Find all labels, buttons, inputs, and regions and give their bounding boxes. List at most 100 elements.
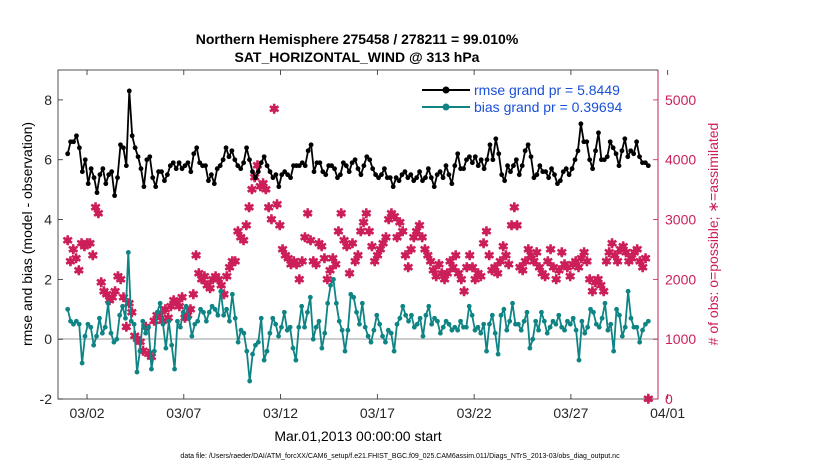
obs-possible-point xyxy=(390,213,398,220)
obs-assimilated-point: ✱ xyxy=(255,179,266,194)
rmse-point xyxy=(223,145,229,151)
obs-possible-point xyxy=(365,228,373,235)
obs-possible-point xyxy=(215,276,222,283)
rmse-point xyxy=(645,163,651,169)
rmse-point xyxy=(616,163,622,169)
bias-point xyxy=(539,309,544,315)
x-tick-label: 03/02 xyxy=(70,405,105,421)
obs-assimilated-point: ✱ xyxy=(210,269,221,284)
obs-assimilated-point: ✱ xyxy=(612,254,623,269)
obs-possible-point xyxy=(413,228,420,235)
bias-point xyxy=(645,318,651,324)
bias-point xyxy=(111,339,117,345)
obs-assimilated-point: ✱ xyxy=(375,242,386,257)
obs-possible-point xyxy=(603,258,610,265)
bias-point xyxy=(270,315,276,321)
obs-possible-point xyxy=(192,252,200,259)
legend: rmse grand pr = 5.8449 bias grand pr = 0… xyxy=(422,82,622,115)
obs-assimilated-point: ✱ xyxy=(308,254,319,269)
rmse-point xyxy=(164,172,170,178)
bias-point xyxy=(273,321,279,327)
obs-assimilated-point: ✱ xyxy=(76,236,87,251)
bias-point xyxy=(518,327,524,333)
bias-point xyxy=(374,312,380,318)
bias-point xyxy=(125,250,131,255)
obs-assimilated-point: ✱ xyxy=(392,230,403,245)
obs-assimilated-point: ✱ xyxy=(581,254,592,269)
obs-assimilated-point: ✱ xyxy=(562,260,573,275)
obs-assimilated-point: ✱ xyxy=(473,266,484,281)
obs-possible-point xyxy=(64,237,72,244)
bias-point xyxy=(76,321,82,327)
obs-assimilated-point: ✱ xyxy=(576,251,587,266)
bias-point xyxy=(313,324,319,330)
bias-point xyxy=(536,327,541,333)
obs-possible-point xyxy=(477,273,485,280)
bias-point xyxy=(189,333,195,339)
obs-possible-point xyxy=(524,246,532,253)
bias-point xyxy=(391,348,397,354)
rmse-point xyxy=(346,169,352,175)
bias-point xyxy=(573,327,579,333)
bias-point xyxy=(492,330,498,336)
rmse-point xyxy=(543,169,549,175)
rmse-point xyxy=(71,139,76,145)
rmse-point xyxy=(625,154,631,160)
obs-assimilated-point: ✱ xyxy=(205,281,216,296)
y-tick-label: 2 xyxy=(44,271,52,287)
rmse-point xyxy=(226,154,232,160)
obs-possible-point xyxy=(343,243,351,250)
obs-assimilated-point: ✱ xyxy=(115,272,126,287)
bias-point xyxy=(559,324,565,330)
bias-point xyxy=(562,327,567,333)
rmse-point xyxy=(575,148,581,154)
obs-assimilated-point: ✱ xyxy=(417,230,428,245)
y2-tick-label: 2000 xyxy=(665,271,696,287)
obs-possible-point xyxy=(547,246,554,253)
obs-assimilated-point: ✱ xyxy=(598,284,609,299)
obs-possible-point xyxy=(108,293,116,301)
bias-point xyxy=(114,336,120,342)
obs-possible-point xyxy=(189,290,197,298)
obs-possible-point xyxy=(323,276,331,283)
bias-point xyxy=(593,321,599,327)
legend-bias-label: bias grand pr = 0.39694 xyxy=(474,99,622,115)
bias-point xyxy=(105,300,111,306)
rmse-point xyxy=(566,172,572,178)
bias-point xyxy=(339,327,345,333)
rmse-point xyxy=(123,163,129,169)
rmse-point xyxy=(167,163,173,169)
bias-point xyxy=(478,330,484,336)
rmse-point xyxy=(343,163,349,169)
rmse-point xyxy=(197,160,203,166)
bias-point xyxy=(625,288,631,294)
obs-assimilated-point: ✱ xyxy=(93,206,104,221)
obs-possible-point xyxy=(89,252,97,259)
obs-assimilated-point: ✱ xyxy=(621,245,632,260)
bias-point xyxy=(481,321,487,327)
obs-possible-point xyxy=(276,222,284,229)
rmse-point xyxy=(528,154,534,160)
obs-possible-point xyxy=(229,258,236,265)
obs-assimilated-point: ✱ xyxy=(637,260,648,275)
obs-possible-point xyxy=(103,290,111,298)
y2-tick-label: 5000 xyxy=(665,92,696,108)
rmse-point xyxy=(115,175,120,181)
rmse-point xyxy=(613,151,619,157)
obs-possible-point xyxy=(86,240,94,247)
rmse-point xyxy=(478,157,484,163)
y-tick-label: 8 xyxy=(44,92,52,108)
rmse-point xyxy=(437,169,443,175)
obs-possible-point xyxy=(265,204,273,211)
bias-point xyxy=(414,321,420,327)
obs-assimilated-point: ✱ xyxy=(394,215,405,230)
bias-point xyxy=(108,330,114,336)
bias-point xyxy=(417,315,423,321)
obs-assimilated-point: ✱ xyxy=(71,251,82,266)
obs-assimilated-point: ✱ xyxy=(79,239,90,254)
rmse-point xyxy=(549,166,554,172)
obs-possible-point xyxy=(555,267,563,274)
obs-possible-point xyxy=(363,210,370,217)
obs-assimilated-point: ✱ xyxy=(238,233,249,248)
obs-assimilated-point: ✱ xyxy=(500,248,511,263)
